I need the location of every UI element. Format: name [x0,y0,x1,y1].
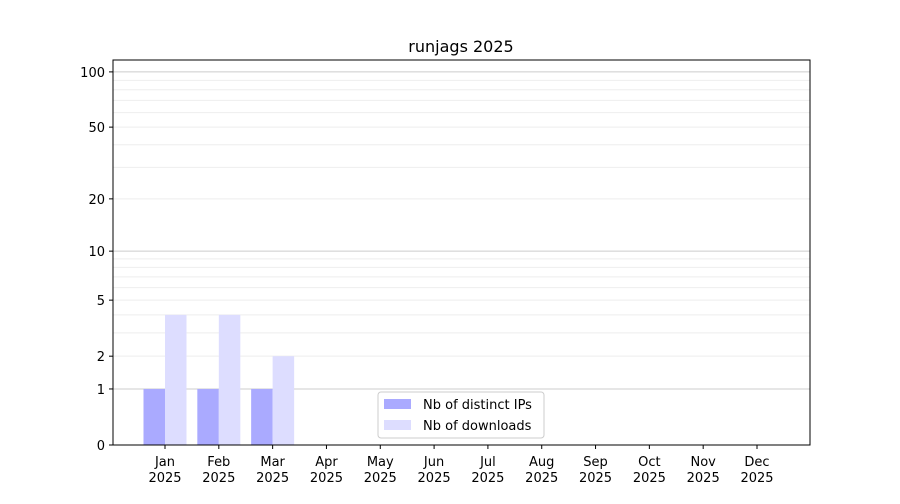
x-tick-label-year: 2025 [687,471,720,486]
x-tick-label-year: 2025 [256,471,289,486]
grid [113,71,810,390]
x-tick-label-year: 2025 [471,471,504,486]
legend-swatch [384,399,411,409]
y-tick-label: 0 [97,439,105,454]
legend: Nb of distinct IPs Nb of downloads [377,391,545,439]
x-tick-label-month: Nov [690,455,716,470]
bar-downloads [218,314,241,445]
bar-downloads [272,356,295,445]
x-tick-label-month: Oct [638,455,660,470]
x-tick-label-year: 2025 [740,471,773,486]
x-axis: Jan2025Feb2025Mar2025Apr2025May2025Jun20… [148,445,774,486]
x-tick-label-month: Jan [154,455,175,470]
chart-title: runjags 2025 [408,37,513,56]
y-tick-label: 5 [97,294,105,309]
y-tick-label: 2 [97,350,105,365]
bars [143,314,295,445]
x-tick-label-month: Jun [423,455,444,470]
y-tick-label: 20 [88,193,105,208]
x-tick-label-month: Apr [315,455,338,470]
bar-distinct-ips [197,388,219,445]
bar-distinct-ips [143,388,165,445]
y-tick-label: 10 [88,245,105,260]
y-axis: 0 1 2 5 10 20 50 100 [80,66,113,454]
x-tick-label-month: Feb [207,455,230,470]
x-tick-label-year: 2025 [579,471,612,486]
x-tick-label-year: 2025 [418,471,451,486]
legend-label: Nb of distinct IPs [423,398,532,413]
legend-label: Nb of downloads [423,419,532,434]
x-tick-label-month: Dec [744,455,769,470]
x-tick-label-year: 2025 [310,471,343,486]
x-tick-label-year: 2025 [148,471,181,486]
bar-distinct-ips [251,388,273,445]
x-tick-label-year: 2025 [525,471,558,486]
y-tick-label: 100 [80,66,105,81]
legend-swatch [384,420,411,430]
x-tick-label-year: 2025 [633,471,666,486]
x-tick-label-month: May [367,455,394,470]
x-tick-label-year: 2025 [364,471,397,486]
x-tick-label-month: Jul [479,455,496,470]
bar-downloads [165,314,187,445]
x-tick-label-month: Mar [260,455,285,470]
y-tick-label: 50 [88,121,105,136]
x-tick-label-year: 2025 [202,471,235,486]
x-tick-label-month: Aug [529,455,554,470]
plot-frame [112,59,811,446]
x-tick-label-month: Sep [583,455,608,470]
y-tick-label: 1 [97,383,105,398]
legend-box [377,391,545,439]
